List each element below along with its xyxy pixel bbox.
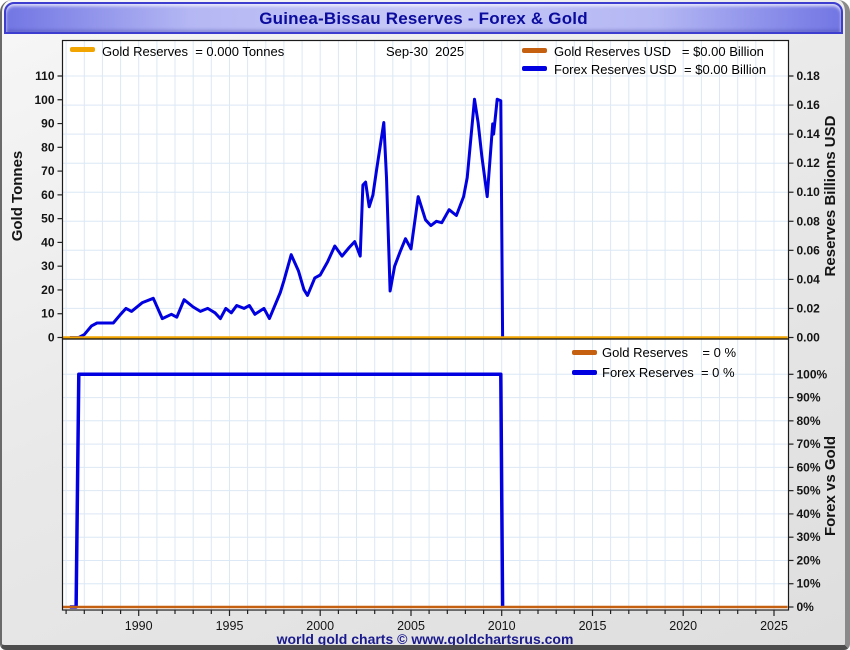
forex-pct-tick-label: 40% xyxy=(797,507,821,521)
reserves-usd-tick-label: 0.10 xyxy=(797,185,821,199)
gold-tonnes-tick-label: 70 xyxy=(41,164,55,178)
forex-pct-tick-label: 10% xyxy=(797,577,821,591)
reserves-usd-tick-label: 0.18 xyxy=(797,69,821,83)
gold-tonnes-tick-label: 60 xyxy=(41,188,55,202)
year-tick-label: 2000 xyxy=(306,619,334,633)
year-tick-label: 2010 xyxy=(488,619,516,633)
forex-pct-tick-label: 30% xyxy=(797,530,821,544)
forex-usd-line xyxy=(69,97,505,339)
year-tick-label: 2025 xyxy=(760,619,788,633)
date-label: Sep-30 2025 xyxy=(386,44,464,59)
year-tick-label: 2005 xyxy=(397,619,425,633)
year-tick-label: 2015 xyxy=(579,619,607,633)
gold-tonnes-tick-label: 10 xyxy=(41,307,55,321)
year-tick-label: 1990 xyxy=(125,619,153,633)
reserves-usd-tick-label: 0.12 xyxy=(797,156,821,170)
gold-tonnes-tick-label: 90 xyxy=(41,117,55,131)
legend-pct-swatch xyxy=(572,350,597,355)
year-tick-label: 1995 xyxy=(216,619,244,633)
reserves-usd-tick-label: 0.00 xyxy=(797,331,821,345)
panel-backgrounds xyxy=(62,40,789,610)
reserves-usd-tick-label: 0.04 xyxy=(797,272,821,286)
legend-gold-tonnes-swatch xyxy=(70,47,95,52)
reserves-usd-tick-label: 0.08 xyxy=(797,214,821,228)
legend-pct-label: Gold Reserves = 0 % xyxy=(602,345,736,360)
gold-tonnes-tick-label: 30 xyxy=(41,259,55,273)
gold-tonnes-tick-label: 40 xyxy=(41,235,55,249)
gold-tonnes-tick-label: 0 xyxy=(48,331,55,345)
legend-gold-tonnes-label: Gold Reserves = 0.000 Tonnes xyxy=(102,44,285,59)
reserves-usd-axis-title: Reserves Billions USD xyxy=(822,115,839,276)
legend-usd-swatch xyxy=(522,48,547,53)
gold-tonnes-tick-label: 80 xyxy=(41,140,55,154)
forex-pct-tick-label: 50% xyxy=(797,484,821,498)
gold-tonnes-tick-label: 50 xyxy=(41,212,55,226)
legends: Gold Reserves = 0.000 Tonnes Gold Reserve… xyxy=(70,44,766,380)
reserves-usd-tick-label: 0.16 xyxy=(797,98,821,112)
year-tick-label: 2020 xyxy=(669,619,697,633)
title-bar: Guinea-Bissau Reserves - Forex & Gold xyxy=(4,2,843,34)
legend-usd-label: Forex Reserves USD = $0.00 Billion xyxy=(554,62,766,77)
forex-pct-tick-label: 20% xyxy=(797,553,821,567)
legend-usd-swatch xyxy=(522,66,547,71)
panel-borders xyxy=(61,39,790,611)
axis-tick-labels: 0 10 20 30 40 50 60 70 80 90 100 110 0.00 0.02 0.04 0.0… xyxy=(34,69,827,633)
legend-pct-swatch xyxy=(572,370,597,375)
gold-tonnes-axis-title: Gold Tonnes xyxy=(9,151,26,242)
legend-usd-label: Gold Reserves USD = $0.00 Billion xyxy=(554,44,764,59)
page-title: Guinea-Bissau Reserves - Forex & Gold xyxy=(259,9,588,28)
legend-pct-label: Forex Reserves = 0 % xyxy=(602,365,735,380)
gridlines xyxy=(62,40,789,610)
gold-tonnes-tick-label: 110 xyxy=(35,69,55,83)
forex-vs-gold-axis-title: Forex vs Gold xyxy=(822,436,839,536)
forex-pct-tick-label: 70% xyxy=(797,437,821,451)
footer-credit: world gold charts © www.goldchartsrus.co… xyxy=(276,631,574,645)
reserves-usd-tick-label: 0.02 xyxy=(797,301,821,315)
forex-pct-tick-label: 100% xyxy=(797,367,828,381)
forex-pct-tick-label: 0% xyxy=(797,600,815,614)
forex-pct-tick-label: 60% xyxy=(797,460,821,474)
gold-tonnes-tick-label: 100 xyxy=(34,93,54,107)
reserves-usd-tick-label: 0.14 xyxy=(797,127,821,141)
forex-pct-tick-label: 90% xyxy=(797,391,821,405)
gold-tonnes-tick-label: 20 xyxy=(41,283,55,297)
axis-ticks xyxy=(57,75,794,616)
reserves-usd-tick-label: 0.06 xyxy=(797,243,821,257)
forex-pct-tick-label: 80% xyxy=(797,414,821,428)
chart-canvas: 0 10 20 30 40 50 60 70 80 90 100 110 0.00 0.02 0.04 0.0… xyxy=(9,39,839,645)
